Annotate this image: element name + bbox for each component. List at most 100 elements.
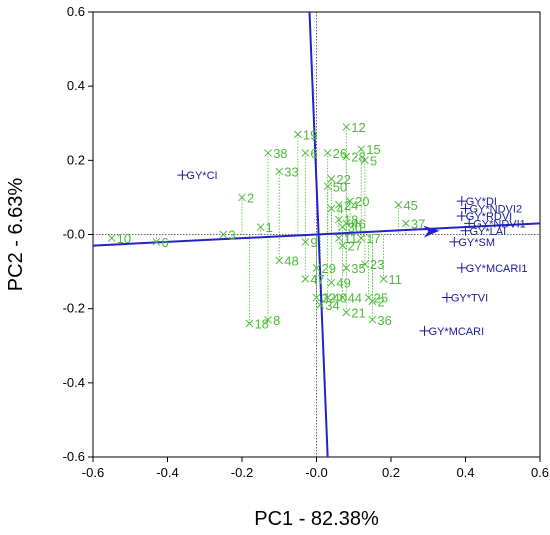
observation-label: 38 [273, 146, 287, 161]
variable-point-gy-ndvi1: GY*NDVI1 [464, 218, 526, 230]
variable-label: GY*NDVI1 [473, 218, 526, 230]
observation-marker [334, 234, 343, 243]
variable-marker [460, 203, 471, 214]
observation-marker [368, 315, 377, 324]
observation-point-3: 3 [219, 228, 236, 243]
y-tick-label: 0.2 [67, 152, 85, 167]
observation-point-23: 23 [361, 257, 384, 272]
observation-point-37: 37 [402, 216, 425, 231]
observation-point-20: 20 [346, 194, 369, 209]
observation-marker [327, 278, 336, 287]
observation-point-26: 26 [323, 146, 347, 161]
observation-label: 21 [351, 305, 365, 320]
observation-point-49: 49 [327, 276, 351, 291]
x-tick-label: 0.2 [382, 465, 400, 480]
observation-label: 47 [310, 272, 324, 287]
observation-point-4: 4 [327, 202, 344, 217]
variable-marker [460, 225, 471, 236]
variable-point-gy-mcari1: GY*MCARI1 [456, 262, 528, 275]
observation-label: 4 [336, 202, 343, 217]
observation-label: 26 [333, 146, 347, 161]
observation-marker [152, 238, 161, 246]
variable-point-gy-ci: GY*CI [177, 170, 218, 182]
observation-label: 30 [348, 220, 362, 235]
observation-marker [394, 200, 403, 209]
variable-marker [464, 218, 475, 229]
observation-point-36: 36 [368, 313, 392, 328]
observation-marker [342, 264, 351, 272]
variable-point-gy-tvi: GY*TVI [441, 293, 488, 305]
observation-point-24: 24 [334, 198, 358, 213]
observation-point-44: 44 [338, 291, 362, 306]
x-tick-label: -0.6 [82, 465, 104, 480]
observation-marker [334, 215, 343, 224]
observation-label: 20 [355, 194, 369, 209]
observation-marker [338, 241, 347, 250]
observation-label: 11 [344, 231, 358, 246]
variable-point-gy-mcari: GY*MCARI [419, 326, 485, 338]
observation-point-47: 47 [301, 272, 325, 287]
y-tick-label: -0.6 [63, 449, 85, 464]
variable-label: GY*RDVI [466, 211, 512, 223]
observation-label: 18 [254, 317, 268, 332]
x-axis-ticks: -0.6 -0.4 -0.2 -0.0 0.2 0.4 0.6 [82, 457, 549, 480]
observation-label: 50 [333, 179, 347, 194]
observation-point-17: 17 [357, 231, 381, 246]
observation-point-8: 8 [264, 313, 280, 328]
variable-label: GY*MCARI [429, 326, 485, 338]
observation-point-35: 35 [342, 261, 366, 276]
observation-marker [219, 230, 228, 239]
x-tick-label: -0.0 [305, 465, 327, 480]
observation-label: 1 [266, 220, 273, 235]
observation-marker [323, 149, 332, 157]
observation-point-33: 33 [275, 164, 299, 179]
observation-label: 6 [161, 235, 168, 250]
observation-label: 35 [351, 261, 365, 276]
observation-point-34: 34 [316, 298, 340, 313]
observation-marker [361, 156, 369, 165]
observation-label: 9 [310, 235, 317, 250]
y-tick-label: 0.6 [67, 4, 85, 19]
observation-marker [264, 149, 272, 157]
observation-label: 22 [336, 172, 350, 187]
variable-marker [177, 170, 188, 181]
observation-label: 46 [351, 216, 365, 231]
observation-point-6: 6 [301, 146, 318, 161]
variable-marker [449, 236, 460, 247]
observation-marker [323, 182, 332, 191]
observation-label: 5 [370, 153, 377, 168]
observation-point-28: 28 [342, 150, 366, 165]
variable-point-gy-sm: GY*SM [449, 237, 495, 249]
observation-marker [312, 293, 321, 302]
observation-marker [264, 315, 272, 324]
observation-marker [294, 130, 302, 139]
variable-label: GY*CI [186, 170, 217, 182]
observation-marker [256, 223, 265, 231]
observation-marker [342, 123, 351, 131]
variable-label: GY*SM [458, 237, 495, 249]
variable-marker [456, 196, 467, 207]
observation-point-10: 10 [107, 231, 131, 246]
observation-label: 36 [377, 313, 391, 328]
observation-label: 37 [411, 216, 425, 231]
observation-label: 3 [228, 228, 235, 243]
observation-label: 29 [322, 261, 336, 276]
observation-marker [346, 197, 354, 205]
observation-point-9: 9 [301, 235, 318, 250]
observation-label: 34 [325, 298, 339, 313]
observation-marker [342, 152, 351, 161]
observation-label: 40 [333, 291, 347, 306]
observation-point-12: 12 [342, 120, 366, 135]
observation-label: 17 [366, 231, 380, 246]
observation-marker [357, 234, 366, 243]
observation-marker [338, 293, 347, 302]
observation-label: 27 [348, 239, 362, 254]
observation-point-30: 30 [338, 220, 362, 235]
observation-label: 23 [370, 257, 384, 272]
observation-label: 45 [403, 198, 417, 213]
observation-point-48: 48 [275, 253, 299, 268]
observation-marker [334, 200, 343, 209]
observation-marker [301, 238, 310, 246]
observation-label: 49 [336, 276, 350, 291]
